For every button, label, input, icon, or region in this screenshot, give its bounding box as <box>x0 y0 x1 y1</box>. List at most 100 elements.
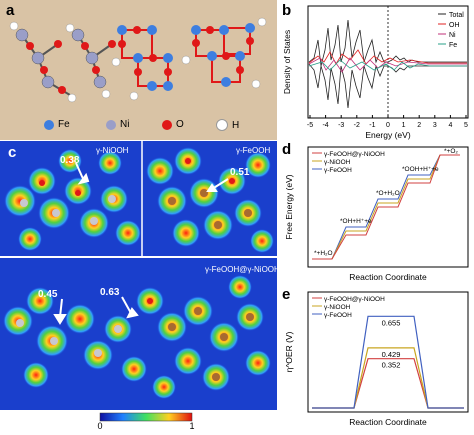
free-energy-series-niooh <box>312 154 460 260</box>
niooh-chain-1 <box>9 21 77 103</box>
dos-x-tick-label: -5 <box>307 122 313 129</box>
feooh-chain-1 <box>111 25 173 101</box>
heterostructure-map-label: γ-FeOOH@γ-NiOOH <box>205 265 277 274</box>
dos-chart: Density of States Energy (eV) -5 -4 -3 -2 -1… <box>282 5 469 140</box>
legend-ni-label: Ni <box>120 119 130 130</box>
dos-x-tick-label: -2 <box>354 122 360 129</box>
free-energy-legend: γ-FeOOH@γ-NiOOH γ-NiOOH γ-FeOOH <box>312 151 385 174</box>
legend-fe-dos-label: Fe <box>449 42 457 49</box>
legend-het-label: γ-FeOOH@γ-NiOOH <box>324 296 385 303</box>
free-energy-chart: *+H₂O *OH+H⁺+e *O+H₂O *OOH+H⁺+e *+O₂ γ-F… <box>284 146 469 282</box>
legend-ni: Ni <box>106 119 129 130</box>
step-label-o2: *+O₂ <box>444 148 458 155</box>
step-label-h2o: *+H₂O <box>314 250 333 257</box>
overpotential-value-label-1: 0.429 <box>382 350 401 359</box>
free-energy-plot-frame <box>307 146 469 268</box>
charge-arrows <box>53 162 229 325</box>
feooh-chain-2 <box>181 17 267 89</box>
legend-fe-label: Fe <box>58 119 70 130</box>
arrow-head-icon <box>77 172 90 185</box>
overpotential-panel: e 0.352 0.429 0.655 γ-FeOOH@γ-NiOOH γ-NiOO… <box>278 286 474 430</box>
legend-het-label: γ-FeOOH@γ-NiOOH <box>324 151 385 158</box>
overpotential-plot-frame <box>307 291 469 413</box>
step-label-o: *O+H₂O <box>376 190 400 197</box>
legend-oh-label: OH <box>449 22 460 29</box>
legend-o: O <box>162 119 184 130</box>
overpotential-chart: 0.352 0.429 0.655 γ-FeOOH@γ-NiOOH γ-NiOOH … <box>284 291 469 427</box>
dos-series-ni <box>308 57 467 73</box>
overpotential-legend: γ-FeOOH@γ-NiOOH γ-NiOOH γ-FeOOH <box>312 296 385 319</box>
dos-series-fe <box>308 59 467 71</box>
panel-label-b: b <box>282 2 292 19</box>
dos-x-tick-label: 5 <box>464 122 468 129</box>
feooh-atoms <box>168 158 252 229</box>
overpotential-series: 0.352 0.429 0.655 <box>312 315 464 409</box>
panel-label-a: a <box>6 2 15 19</box>
niooh-atoms <box>20 180 116 225</box>
atom-legend: Fe Ni O H <box>0 117 277 137</box>
colorbar <box>99 412 193 422</box>
legend-total-label: Total <box>449 12 464 19</box>
dos-series-total-lower <box>308 63 467 109</box>
niooh-chain-2 <box>65 23 116 99</box>
dos-x-tick-label: -3 <box>338 122 344 129</box>
legend-o-label: O <box>176 119 184 130</box>
legend-fe: Fe <box>44 119 70 130</box>
panel-label-c: c <box>8 144 16 161</box>
step-label-oh: *OH+H⁺+e <box>340 218 372 225</box>
dos-x-tick-label: 1 <box>402 122 406 129</box>
colorbar-min-label: 0 <box>97 421 102 430</box>
dos-series-oh <box>308 49 467 65</box>
legend-feooh-label: γ-FeOOH <box>324 167 352 174</box>
free-energy-series-feooh <box>312 154 460 260</box>
overpotential-y-axis-label: η^OER (V) <box>284 331 294 372</box>
panel-label-d: d <box>282 141 292 158</box>
crystal-structure-drawing <box>9 17 267 103</box>
legend-ni-dos-label: Ni <box>449 32 456 39</box>
dos-x-tick-label: 4 <box>448 122 452 129</box>
overpotential-value-label-2: 0.655 <box>382 318 401 327</box>
dos-x-tick-label: -4 <box>322 122 328 129</box>
dos-x-tick-label: 2 <box>417 122 421 129</box>
arrow-head-icon <box>126 307 139 319</box>
dos-y-axis-label: Density of States <box>282 30 292 94</box>
free-energy-x-axis-label: Reaction Coordinate <box>349 272 427 282</box>
dos-legend: Total OH Ni Fe <box>438 12 464 49</box>
overpotential-value-label-0: 0.352 <box>382 361 401 370</box>
legend-niooh-label: γ-NiOOH <box>324 159 351 166</box>
legend-h-label: H <box>232 119 240 131</box>
free-energy-y-axis-label: Free Energy (eV) <box>284 174 294 239</box>
arrow-head-icon <box>53 314 67 325</box>
step-label-ooh: *OOH+H⁺+e <box>402 166 439 173</box>
overpotential-x-axis-label: Reaction Coordinate <box>349 417 427 427</box>
ni-atom-icon <box>106 119 116 130</box>
dos-panel: b Density of States Energy (eV) -5 -4 -3 -2… <box>278 0 474 140</box>
panel-label-e: e <box>282 286 291 303</box>
overpotential-line-2 <box>312 315 464 409</box>
value-label-038: 0.38 <box>60 155 80 166</box>
legend-feooh-label: γ-FeOOH <box>324 312 352 319</box>
free-energy-series-het <box>312 154 460 260</box>
free-energy-panel: d *+H₂O *OH+H⁺+e *O+H₂O *OOH+H⁺+e *+O₂ γ… <box>278 141 474 286</box>
value-label-045: 0.45 <box>38 289 58 300</box>
dos-x-tick-label: 0 <box>386 122 390 129</box>
dos-x-tick-label: -1 <box>369 122 375 129</box>
o-atom-icon <box>162 119 172 130</box>
colorbar-max-label: 1 <box>189 421 194 430</box>
charge-density-maps: c γ-NiOOH γ-FeOOH γ-FeOOH@γ-NiOOH 0.38 0… <box>0 141 280 431</box>
legend-h: H <box>216 119 239 131</box>
niooh-map-label: γ-NiOOH <box>96 146 129 155</box>
dos-x-tick-label: 3 <box>433 122 437 129</box>
fe-atom-icon <box>44 119 54 130</box>
feooh-map-label: γ-FeOOH <box>236 146 270 155</box>
dos-x-ticks: -5 -4 -3 -2 -1 0 1 2 3 4 5 <box>307 115 468 129</box>
h-atom-icon <box>216 119 228 131</box>
charge-density-panel: c γ-NiOOH γ-FeOOH γ-FeOOH@γ-NiOOH 0.38 0… <box>0 141 280 431</box>
heterostructure-atoms <box>16 298 254 381</box>
crystal-structure-panel: a <box>0 0 277 140</box>
value-label-063: 0.63 <box>100 287 120 298</box>
value-label-051: 0.51 <box>230 167 250 178</box>
dos-x-axis-label: Energy (eV) <box>365 130 411 140</box>
arrow-head-icon <box>206 183 218 192</box>
legend-niooh-label: γ-NiOOH <box>324 304 351 311</box>
